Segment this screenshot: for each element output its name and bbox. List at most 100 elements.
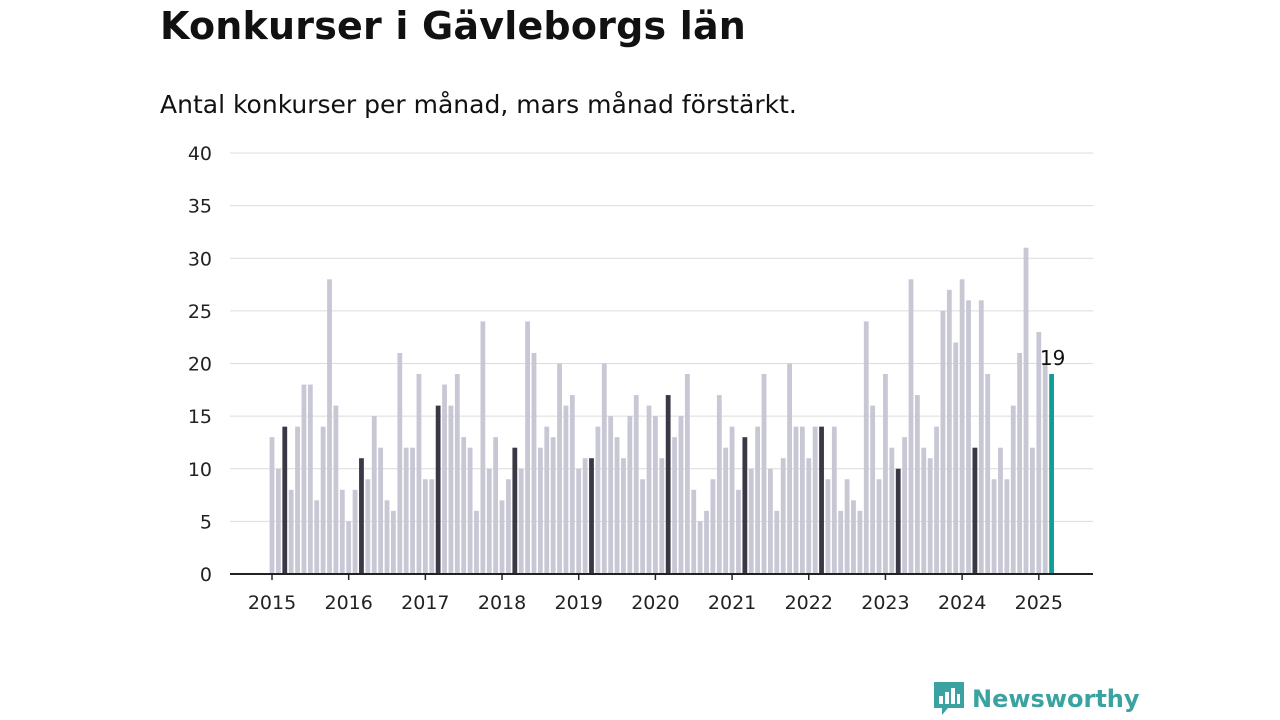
bars (230, 247, 1093, 575)
bar-2025-01 (1036, 331, 1042, 574)
bar-2023-01 (883, 374, 888, 574)
bar-2016-03 (359, 458, 364, 574)
bar-2020-09 (704, 510, 709, 574)
bar-2017-03 (435, 405, 441, 574)
x-tick-label: 2017 (401, 592, 449, 614)
bar-2018-03 (512, 447, 518, 574)
bar-2023-04 (902, 437, 908, 574)
bar-2018-05 (525, 321, 530, 574)
bar-2021-07 (768, 468, 773, 574)
x-tick-label: 2025 (1015, 592, 1063, 614)
y-tick-label: 35 (188, 196, 212, 218)
bar-2015-04 (288, 489, 294, 574)
bar-2022-04 (825, 479, 831, 574)
x-axis-ticks: 2015 2016 2017 2018 2019 2020 2021 2022 2023 2024… (248, 574, 1063, 614)
bar-2025-03 (1049, 374, 1054, 574)
bar-2022-07 (844, 479, 850, 574)
bar-2019-04 (595, 426, 601, 574)
bar-2017-06 (454, 374, 460, 574)
bar-2023-05 (908, 279, 914, 574)
bar-2024-09 (1010, 405, 1016, 574)
bar-2017-07 (461, 437, 467, 574)
bar-2021-03 (742, 437, 748, 574)
bar-2015-08 (314, 500, 320, 574)
bar-2019-02 (582, 458, 588, 574)
bar-2018-02 (506, 479, 511, 574)
bar-2017-12 (493, 437, 499, 574)
bar-2024-03 (972, 447, 978, 574)
bar-2021-11 (793, 426, 799, 574)
bar-2020-04 (672, 437, 677, 574)
bar-2016-06 (378, 447, 384, 574)
bar-2015-09 (320, 426, 326, 574)
bar-2016-10 (403, 447, 409, 574)
bar-2016-08 (391, 510, 396, 574)
bar-2015-02 (275, 468, 281, 574)
bar-2020-08 (697, 521, 703, 574)
bar-2016-01 (346, 521, 352, 574)
chart-title: Konkurser i Gävleborgs län (160, 4, 747, 48)
bar-2024-07 (998, 447, 1003, 574)
bar-2023-10 (940, 310, 946, 574)
y-tick-label: 10 (188, 459, 212, 481)
bar-2022-03 (819, 426, 824, 574)
bar-2021-04 (748, 468, 754, 574)
bar-2016-05 (371, 416, 377, 574)
bar-2022-11 (870, 405, 876, 574)
bar-2022-12 (876, 479, 882, 574)
bar-2020-06 (684, 374, 690, 574)
bar-2019-05 (601, 363, 607, 574)
bar-2017-08 (467, 447, 473, 574)
bar-2024-06 (991, 479, 997, 574)
bar-2015-10 (327, 279, 332, 574)
x-tick-label: 2015 (248, 592, 296, 614)
bar-2021-08 (774, 510, 780, 574)
bar-2021-12 (799, 426, 805, 574)
bar-2020-12 (723, 447, 729, 574)
bar-2019-06 (608, 416, 614, 574)
bar-2025-02 (1042, 363, 1048, 574)
y-tick-label: 20 (188, 354, 212, 376)
bar-2018-09 (550, 437, 556, 574)
y-tick-label: 30 (188, 248, 212, 270)
bar-2020-11 (716, 395, 722, 574)
bar-2024-10 (1017, 352, 1023, 574)
y-tick-label: 40 (188, 143, 212, 165)
bar-2022-09 (857, 510, 863, 574)
bar-2024-02 (966, 300, 971, 574)
x-tick-label: 2024 (938, 592, 986, 614)
bar-2017-10 (480, 321, 486, 574)
bar-2022-02 (812, 426, 818, 574)
bar-2017-09 (474, 510, 479, 574)
bar-2019-03 (589, 458, 594, 574)
bar-2016-09 (397, 352, 403, 574)
bar-2017-05 (448, 405, 454, 574)
y-tick-label: 0 (200, 564, 212, 586)
bar-2024-04 (978, 300, 984, 574)
bar-2023-07 (921, 447, 927, 574)
bar-2016-04 (365, 479, 371, 574)
bar-2018-07 (537, 447, 543, 574)
bar-2024-12 (1030, 447, 1035, 574)
x-tick-label: 2019 (555, 592, 603, 614)
bar-2018-08 (544, 426, 550, 574)
bar-2015-03 (282, 426, 288, 574)
bar-2020-07 (691, 489, 697, 574)
brand-name: Newsworthy (972, 685, 1140, 713)
bar-2015-12 (339, 489, 345, 574)
bar-2020-02 (659, 458, 665, 574)
x-tick-label: 2020 (631, 592, 679, 614)
bar-2019-12 (646, 405, 652, 574)
bar-2015-07 (307, 384, 313, 574)
bar-2020-05 (678, 416, 684, 574)
x-tick-label: 2023 (861, 592, 909, 614)
brand-logo[interactable]: Newsworthy (934, 682, 1140, 716)
bar-2018-04 (518, 468, 524, 574)
bar-2024-01 (959, 279, 965, 574)
bar-2023-08 (927, 458, 933, 574)
bar-2018-01 (499, 500, 505, 574)
bar-2023-09 (934, 426, 939, 574)
x-tick-label: 2016 (325, 592, 373, 614)
chart-subtitle: Antal konkurser per månad, mars månad fö… (160, 90, 797, 119)
